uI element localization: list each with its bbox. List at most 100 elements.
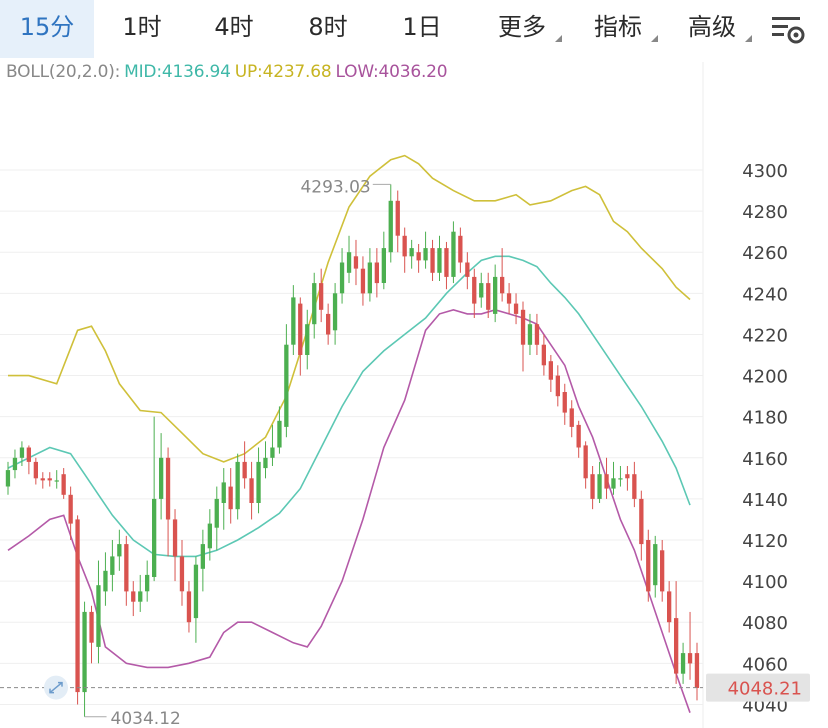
y-tick-label: 4300 (742, 161, 788, 182)
candle-up (235, 461, 240, 510)
candle-down (548, 361, 553, 380)
tab-1h[interactable]: 1时 (96, 0, 188, 58)
candle-down (562, 392, 567, 413)
boll-legend: BOLL(20,2.0): MID:4136.94 UP:4237.68 LOW:40… (6, 62, 451, 82)
candle-up (152, 498, 157, 577)
dropdown-corner-icon (745, 35, 752, 42)
candle-up (409, 248, 414, 257)
candle-down (40, 478, 45, 481)
candle-down (61, 474, 66, 495)
timeframe-tabbar: 15分 1时 4时 8时 1日 更多 指标 高级 (0, 0, 828, 58)
tab-4h[interactable]: 4时 (188, 0, 280, 58)
candle-up (388, 200, 393, 253)
candle-up (207, 523, 212, 549)
high-price-label: 4293.03 (300, 177, 370, 197)
candle-down (520, 309, 526, 345)
dropdown-corner-icon (651, 35, 658, 42)
candle-down (374, 262, 379, 284)
tab-1d[interactable]: 1日 (376, 0, 468, 58)
candle-down (298, 303, 303, 355)
candle-up (437, 248, 442, 273)
y-tick-label: 4220 (742, 325, 788, 346)
candle-up (597, 474, 602, 499)
candle-up (5, 470, 11, 487)
tab-advanced-dropdown[interactable]: 高级 (666, 0, 758, 58)
y-tick-label: 4260 (742, 243, 788, 264)
y-tick-label: 4160 (742, 449, 788, 470)
legend-mid: MID:4136.94 (124, 62, 231, 82)
candle-down (534, 324, 540, 345)
candle-up (103, 570, 108, 592)
candle-up (214, 498, 219, 528)
candle-down (360, 268, 366, 294)
candle-up (82, 611, 87, 693)
candle-up (96, 585, 101, 647)
tab-label: 更多 (498, 13, 546, 41)
candle-down (326, 313, 331, 335)
candle-up (145, 574, 150, 592)
candle-down (131, 591, 136, 602)
candle-up (54, 480, 59, 482)
candle-down (632, 474, 637, 499)
candle-up (256, 461, 261, 503)
candle-up (367, 262, 372, 294)
low-price-label: 4034.12 (111, 709, 181, 728)
candle-down (687, 653, 693, 664)
tab-15min[interactable]: 15分 (0, 0, 94, 58)
candle-up (339, 262, 345, 294)
chart-settings-icon[interactable] (768, 10, 812, 48)
candle-up (193, 564, 199, 619)
candle-up (110, 556, 115, 575)
dropdown-corner-icon (555, 35, 562, 42)
y-tick-label: 4060 (742, 654, 788, 675)
candle-down (249, 478, 254, 503)
candle-down (625, 474, 630, 479)
y-tick-label: 4080 (742, 613, 788, 634)
tab-indicators-dropdown[interactable]: 指标 (572, 0, 664, 58)
candle-up (493, 276, 498, 314)
candle-up (284, 344, 289, 427)
tab-more-dropdown[interactable]: 更多 (476, 0, 568, 58)
tab-8h[interactable]: 8时 (282, 0, 374, 58)
current-price-badge (706, 673, 810, 702)
y-tick-label: 4140 (742, 490, 788, 511)
candle-down (395, 200, 400, 236)
candle-down (68, 494, 73, 524)
boll-mid-line (7, 255, 691, 558)
legend-up: UP:4237.68 (234, 62, 332, 82)
candle-up (346, 252, 352, 273)
candle-down (228, 486, 233, 510)
candle-down (500, 276, 505, 294)
candle-down (541, 344, 546, 366)
candle-up (618, 478, 623, 480)
y-tick-label: 4280 (742, 202, 788, 223)
tab-label: 4时 (214, 13, 254, 41)
candle-up (270, 447, 275, 458)
candle-up (221, 482, 226, 503)
candle-up (19, 447, 25, 458)
candle-down (402, 235, 407, 257)
y-tick-label: 4180 (742, 408, 788, 429)
candle-up (479, 283, 484, 298)
candle-down (465, 262, 470, 277)
candle-down (472, 276, 477, 304)
candle-down (576, 424, 581, 448)
candle-up (159, 457, 164, 499)
candle-down (353, 256, 359, 269)
candle-down (33, 461, 38, 479)
candle-up (653, 544, 658, 586)
candle-up (611, 478, 616, 489)
candle-down (694, 653, 700, 688)
candle-down (513, 303, 519, 314)
y-tick-label: 4200 (742, 367, 788, 388)
expand-arrows-icon (49, 681, 63, 694)
candle-up (381, 248, 386, 283)
candle-down (458, 235, 463, 263)
candle-up (305, 324, 310, 355)
candle-down (165, 457, 171, 520)
candle-up (138, 591, 143, 602)
candle-down (590, 474, 595, 499)
legend-indicator-name: BOLL(20,2.0): (6, 62, 121, 82)
legend-low: LOW:4036.20 (335, 62, 448, 82)
